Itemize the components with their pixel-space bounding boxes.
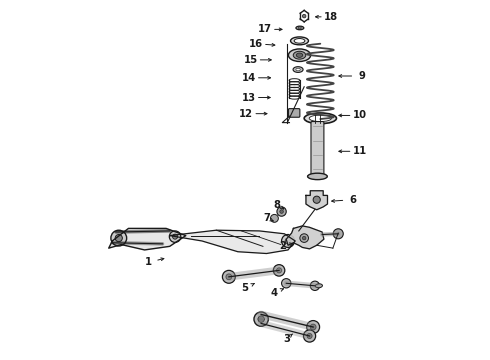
Ellipse shape — [298, 27, 301, 29]
Circle shape — [111, 230, 126, 246]
Circle shape — [302, 14, 306, 18]
Polygon shape — [109, 228, 186, 250]
Ellipse shape — [294, 39, 305, 43]
Circle shape — [172, 234, 177, 239]
Circle shape — [333, 229, 343, 239]
Text: 16: 16 — [249, 39, 263, 49]
Circle shape — [285, 238, 291, 244]
Ellipse shape — [308, 173, 327, 180]
Ellipse shape — [293, 51, 306, 59]
Circle shape — [277, 207, 286, 216]
Text: 6: 6 — [349, 195, 356, 205]
Text: 11: 11 — [353, 146, 367, 156]
Text: 7: 7 — [263, 213, 270, 222]
Text: 18: 18 — [324, 12, 338, 22]
Circle shape — [303, 330, 316, 342]
Circle shape — [310, 324, 316, 330]
Polygon shape — [170, 230, 295, 253]
Text: 17: 17 — [258, 24, 272, 35]
Ellipse shape — [296, 53, 303, 57]
Text: 15: 15 — [244, 55, 257, 65]
Ellipse shape — [289, 49, 311, 62]
Ellipse shape — [315, 284, 322, 288]
Text: 10: 10 — [353, 111, 367, 121]
FancyBboxPatch shape — [311, 122, 324, 177]
Text: 2: 2 — [279, 241, 286, 251]
Circle shape — [282, 279, 291, 288]
Text: 8: 8 — [274, 200, 281, 210]
Circle shape — [310, 281, 319, 291]
FancyBboxPatch shape — [289, 109, 300, 117]
Circle shape — [226, 274, 232, 280]
Ellipse shape — [296, 26, 304, 30]
Text: 5: 5 — [242, 283, 248, 293]
Circle shape — [307, 333, 312, 338]
Circle shape — [270, 215, 278, 222]
Ellipse shape — [291, 37, 309, 45]
Circle shape — [300, 234, 309, 242]
Circle shape — [170, 231, 181, 242]
Circle shape — [222, 270, 235, 283]
Circle shape — [276, 268, 282, 273]
Polygon shape — [306, 191, 327, 210]
Polygon shape — [286, 226, 324, 249]
Text: 1: 1 — [145, 257, 152, 267]
Text: 9: 9 — [358, 71, 365, 81]
Ellipse shape — [296, 68, 300, 71]
Circle shape — [280, 210, 283, 213]
Ellipse shape — [293, 67, 303, 72]
Text: 13: 13 — [242, 93, 256, 103]
Circle shape — [115, 234, 122, 242]
Ellipse shape — [309, 115, 331, 122]
Circle shape — [273, 265, 285, 276]
Text: 3: 3 — [284, 333, 291, 343]
Ellipse shape — [304, 113, 337, 124]
Circle shape — [254, 312, 269, 326]
Text: 4: 4 — [270, 288, 277, 298]
Text: 14: 14 — [242, 73, 256, 83]
Circle shape — [282, 234, 294, 247]
Circle shape — [258, 316, 265, 322]
Circle shape — [313, 196, 320, 203]
Text: 12: 12 — [239, 109, 253, 119]
Circle shape — [302, 236, 306, 240]
Circle shape — [307, 320, 319, 333]
